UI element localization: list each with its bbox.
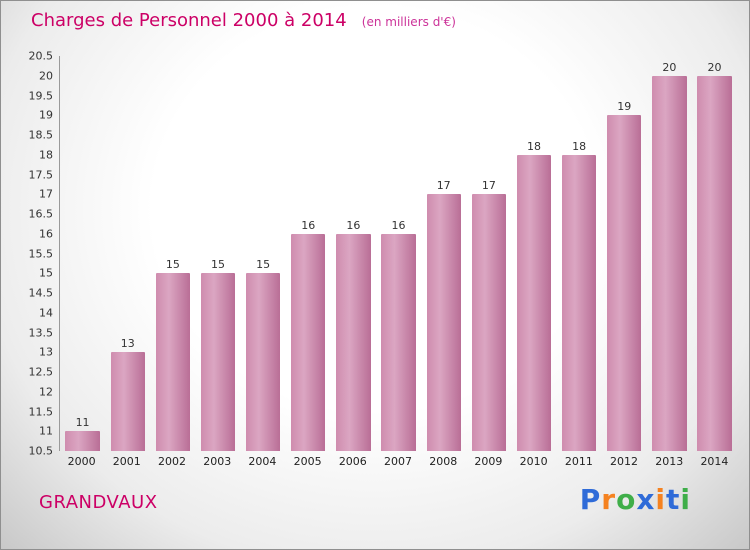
y-tick-label: 13.5 bbox=[28, 326, 54, 339]
bar-value-label: 11 bbox=[75, 416, 90, 430]
bar-slot: 19 bbox=[602, 56, 647, 451]
plot-area: 11 13 15 15 15 16 16 16 17 17 18 18 19 20 20 bbox=[59, 56, 737, 451]
y-tick-label: 14.5 bbox=[28, 286, 54, 300]
proxiti-logo: Proxiti bbox=[580, 483, 691, 516]
chart-subtitle: (en milliers d'€) bbox=[361, 15, 456, 29]
bar bbox=[426, 194, 461, 451]
y-tick-label: 18.5 bbox=[28, 128, 54, 142]
bar bbox=[200, 273, 236, 451]
bars-container: 11 13 15 15 15 16 16 16 17 17 18 18 19 20 20 bbox=[60, 56, 737, 451]
x-tick-label: 2007 bbox=[384, 455, 413, 468]
logo-letter: P bbox=[579, 483, 602, 516]
logo-letter: i bbox=[680, 483, 691, 516]
y-tick-label: 11.5 bbox=[28, 405, 54, 418]
bar bbox=[381, 233, 416, 451]
bar-value-label: 16 bbox=[391, 218, 406, 232]
x-tick-label: 2010 bbox=[519, 455, 548, 468]
logo-letter: o bbox=[616, 483, 637, 516]
bar-value-label: 15 bbox=[256, 258, 271, 272]
x-tick-label: 2005 bbox=[293, 455, 322, 468]
y-tick-label: 16.5 bbox=[28, 207, 54, 221]
bar-slot: 15 bbox=[195, 56, 240, 451]
bar-value-label: 17 bbox=[481, 179, 496, 193]
x-tick-label: 2001 bbox=[112, 455, 141, 468]
bar-value-label: 19 bbox=[617, 100, 632, 114]
bar-slot: 16 bbox=[286, 56, 331, 451]
bar-value-label: 15 bbox=[165, 258, 180, 272]
y-tick-label: 15 bbox=[39, 266, 53, 280]
x-axis-labels: 2000 2001 2002 2003 2004 2005 2006 2007 2008 2009… bbox=[59, 455, 737, 468]
bar bbox=[291, 233, 326, 451]
bar bbox=[561, 154, 597, 451]
bar bbox=[155, 273, 190, 451]
y-tick-label: 19 bbox=[39, 108, 53, 122]
bar-value-label: 18 bbox=[572, 139, 587, 153]
x-tick-label: 2013 bbox=[655, 455, 684, 468]
y-tick-label: 17.5 bbox=[28, 168, 54, 181]
bar-slot: 11 bbox=[60, 56, 105, 451]
bar bbox=[652, 75, 687, 451]
bar-slot: 16 bbox=[331, 56, 376, 451]
y-tick-label: 12.5 bbox=[28, 365, 54, 379]
y-tick-label: 15.5 bbox=[28, 247, 54, 260]
logo-letter: r bbox=[601, 483, 617, 516]
bar-slot: 18 bbox=[511, 56, 556, 451]
bar bbox=[607, 115, 642, 451]
x-tick-label: 2009 bbox=[474, 455, 503, 468]
y-tick-label: 10.5 bbox=[28, 444, 54, 458]
y-tick-label: 11 bbox=[39, 424, 53, 438]
bar-slot: 17 bbox=[466, 56, 511, 451]
bar bbox=[697, 75, 732, 451]
x-tick-label: 2012 bbox=[610, 455, 639, 468]
bar bbox=[336, 233, 371, 451]
bar bbox=[516, 154, 552, 451]
chart-header: Charges de Personnel 2000 à 2014 (en mil… bbox=[31, 10, 456, 31]
bar-value-label: 20 bbox=[662, 60, 677, 74]
y-tick-label: 20.5 bbox=[28, 49, 54, 63]
x-tick-label: 2003 bbox=[203, 455, 232, 468]
x-tick-label: 2002 bbox=[158, 455, 186, 468]
y-tick-label: 16 bbox=[39, 227, 53, 241]
bar bbox=[471, 194, 506, 451]
bar bbox=[110, 352, 145, 451]
y-tick-label: 12 bbox=[39, 385, 53, 399]
y-tick-label: 14 bbox=[39, 306, 53, 320]
bar-value-label: 18 bbox=[526, 139, 541, 153]
bar-value-label: 13 bbox=[120, 337, 135, 351]
bar-slot: 16 bbox=[376, 56, 421, 451]
y-tick-label: 13 bbox=[39, 345, 53, 359]
bar-slot: 15 bbox=[241, 56, 286, 451]
y-tick-label: 18 bbox=[39, 148, 53, 162]
logo-letter: x bbox=[636, 483, 656, 516]
x-tick-label: 2004 bbox=[248, 455, 277, 468]
y-axis: 10.5 11 11.5 12 12.5 13 13.5 14 14.5 15 15.5 16 16.5… bbox=[7, 50, 57, 458]
bar-slot: 18 bbox=[557, 56, 602, 451]
y-tick-label: 19.5 bbox=[28, 89, 54, 102]
bar-slot: 15 bbox=[150, 56, 195, 451]
bar-value-label: 17 bbox=[436, 179, 451, 193]
x-tick-label: 2014 bbox=[700, 455, 729, 468]
bar-slot: 20 bbox=[692, 56, 737, 451]
bar-value-label: 16 bbox=[346, 218, 361, 232]
x-tick-label: 2000 bbox=[67, 455, 96, 468]
bar-slot: 13 bbox=[105, 56, 150, 451]
bar bbox=[65, 431, 100, 451]
bar-value-label: 16 bbox=[301, 218, 316, 232]
logo-letter: i bbox=[655, 483, 666, 516]
bar-value-label: 15 bbox=[210, 258, 225, 272]
x-tick-label: 2008 bbox=[429, 455, 458, 468]
x-tick-label: 2011 bbox=[564, 455, 593, 468]
logo-letter: t bbox=[666, 483, 681, 516]
bar-slot: 17 bbox=[421, 56, 466, 451]
bar-value-label: 20 bbox=[707, 60, 722, 74]
y-tick-label: 20 bbox=[39, 69, 53, 83]
bar bbox=[245, 273, 281, 451]
brand-name: GRANDVAUX bbox=[39, 492, 158, 513]
chart-title: Charges de Personnel 2000 à 2014 bbox=[31, 10, 347, 31]
y-tick-label: 17 bbox=[39, 187, 53, 201]
bar-slot: 20 bbox=[647, 56, 692, 451]
x-tick-label: 2006 bbox=[338, 455, 367, 468]
